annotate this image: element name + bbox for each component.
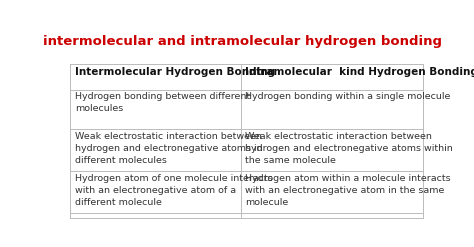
Text: Weak electrostatic interaction between
hydrogen and electronegative atoms within: Weak electrostatic interaction between h… xyxy=(246,132,453,165)
Text: Intramolecular  kind Hydrogen Bonding: Intramolecular kind Hydrogen Bonding xyxy=(246,67,474,77)
Bar xyxy=(70,64,423,218)
Text: Hydrogen atom of one molecule interacts
with an electronegative atom of a
differ: Hydrogen atom of one molecule interacts … xyxy=(75,174,273,207)
Text: Weak electrostatic interaction between
hydrogen and electronegative atoms in
dif: Weak electrostatic interaction between h… xyxy=(75,132,262,165)
Text: Intermolecular Hydrogen Bonding: Intermolecular Hydrogen Bonding xyxy=(75,67,275,77)
Text: Hydrogen atom within a molecule interacts
with an electronegative atom in the sa: Hydrogen atom within a molecule interact… xyxy=(246,174,451,207)
Text: intermolecular and intramolecular hydrogen bonding: intermolecular and intramolecular hydrog… xyxy=(44,35,442,48)
Text: Hydrogen bonding between different
molecules: Hydrogen bonding between different molec… xyxy=(75,92,250,113)
Text: Hydrogen bonding within a single molecule: Hydrogen bonding within a single molecul… xyxy=(246,92,451,102)
